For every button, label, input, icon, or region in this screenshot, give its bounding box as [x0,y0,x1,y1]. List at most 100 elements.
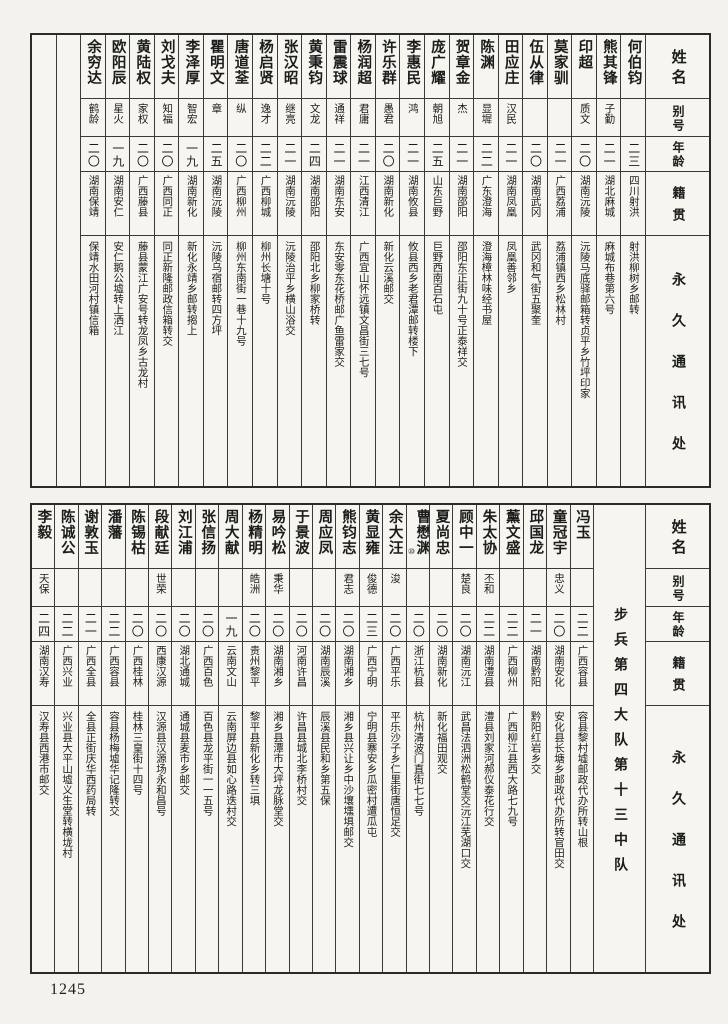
origin-cell: 湖南东安 [326,172,351,236]
person-alias: 文龙 [308,103,320,124]
age-cell: 二〇 [125,607,148,642]
name-cell: 欧阳辰 [105,35,130,99]
alias-cell [78,569,102,607]
name-cell: 伍从律 [523,35,547,99]
header-age-label: 年龄 [670,141,685,169]
header-address-label: 永久通讯处 [670,750,686,955]
origin-cell: 湖南沅陵 [203,172,228,236]
alias-cell: 皓洲 [242,569,266,607]
alias-cell: 君庸 [351,99,375,137]
address-cell: 武昌法泗洲松鹤堂交沅江芜湖口交 [453,706,475,972]
person-origin: 湖南辰溪 [318,645,330,687]
person-address: 桂林三皇街十四号 [131,711,143,795]
person-age: 二三 [364,612,379,638]
alias-cell [621,99,645,137]
person-origin: 湖南新化 [435,645,447,687]
person-age: 二一 [282,142,297,168]
person-alias: 家权 [136,103,148,124]
person-origin: 广西同正 [161,175,173,217]
person-address: 沅陵治平乡横山浴交 [284,241,295,336]
address-cell: 容县杨梅墟华记隆转交 [102,706,124,972]
age-cell: 二〇 [266,607,289,642]
alias-cell: 愚君 [375,99,400,137]
address-cell: 平乐沙子乡仁里街唐恒足交 [383,706,405,972]
person-address: 巨野西南百石屯 [431,241,443,315]
person-name: 冯玉 [574,509,591,540]
address-cell: 攸县西乡老君潭邮转楼下 [400,236,424,486]
name-cell: 余穷达 [81,35,105,99]
age-cell: 二〇 [130,137,154,172]
person-origin: 湖南东安 [333,175,345,217]
person-column: 黄秉钧 文龙 二四 湖南邵阳 邵阳北乡柳家桥转 [301,35,326,486]
person-address: 麻城布巷第六号 [603,241,615,315]
alias-cell: 君志 [336,569,359,607]
address-cell: 保靖水田河村镇信箱 [81,236,105,486]
address-cell: 澧县刘家河郝仪泰花行交 [477,706,499,972]
person-age: 二〇 [135,142,150,168]
origin-cell: 湖南澧县 [476,642,500,706]
person-column: 莫家驯 二一 广西荔浦 荔浦镇西乡松林村 [546,35,572,486]
alias-cell: 汉民 [498,99,523,137]
origin-cell: 湖南新化 [179,172,203,236]
person-address: 通城县麦市乡邮交 [178,711,190,795]
alias-cell [430,569,453,607]
origin-cell: 湖北麻城 [596,172,621,236]
address-cell: 杭州清波门直街七七号 [407,706,429,972]
person-name: 雷震球 [330,39,347,86]
alias-cell: 纵 [228,99,252,137]
origin-cell: 广西宁明 [359,642,383,706]
person-column: 刘戈夫 知福 二〇 广西同正 同正新隆邮政信箱转交 [153,35,179,486]
person-name: 余大汪 [386,509,403,556]
header-origin-cell: 籍贯 [646,172,709,236]
person-alias: 显墀 [480,103,492,124]
age-cell: 二二 [500,607,523,642]
address-cell: 巨野西南百石屯 [425,236,449,486]
person-age: 二二 [505,612,519,638]
person-column: 熊钧志 君志 二〇 湖南湘乡 湘乡县兴让乡中沙壤壎埧邮交 [335,505,359,972]
person-age: 二〇 [551,612,566,638]
age-cell: 二〇 [383,607,406,642]
person-origin: 湖南湘乡 [342,645,354,687]
header-address-cell: 永久通讯处 [646,706,709,972]
person-name: 曹懋渊 [414,509,430,556]
person-origin: 湖南黔阳 [529,645,541,687]
person-age: 二〇 [528,142,543,168]
age-cell: 二〇 [242,607,266,642]
person-origin: 湖南邵阳 [455,175,467,217]
address-cell: 兴业县大平山墟义生堂转横垅村 [55,706,77,972]
person-column: 余大汪 浚 二〇 广西平乐 平乐沙子乡仁里街唐恒足交 [382,505,406,972]
person-age: 二一 [602,142,617,168]
age-cell: 二〇 [195,607,219,642]
person-name: 童冠宇 [550,509,567,556]
person-origin: 湖南武冈 [529,175,541,217]
name-cell: 张信扬 [195,505,219,569]
person-name: 易吟松 [269,509,286,556]
person-age: 二〇 [86,142,101,168]
alias-cell: 逸才 [253,99,277,137]
address-cell: 广西柳江县西大路七九号 [500,706,522,972]
age-cell: 二〇 [154,137,179,172]
name-cell: 熊其锋 [596,35,621,99]
person-origin: 湖南凤凰 [505,175,517,217]
origin-cell: 湖南汉寿 [31,642,55,706]
person-column: 印超 质文 二〇 湖南沅陵 沅陵马底驿邮箱转贞平乡竹坪印家 [571,35,596,486]
person-alias: 纵 [234,103,246,114]
origin-cell: 广西柳州 [228,172,252,236]
person-age: 二〇 [387,612,402,638]
person-column: 朱太协 丕和 二二 湖南澧县 澧县刘家河郝仪泰花行交 [475,505,500,972]
alias-cell: 子勤 [596,99,621,137]
person-address: 澧县刘家河郝仪泰花行交 [482,711,494,827]
age-cell: 二一 [449,137,474,172]
alias-cell: 浚 [383,569,406,607]
person-address: 黎平县新化乡转三埧 [248,711,260,806]
person-age: 二五 [209,142,224,168]
roster-table-bottom: 姓名 别号 年龄 籍贯 永久通讯处 步兵第四大队第十三中队 冯玉 二二 广西容县 [30,503,711,974]
origin-cell: 广西柳州 [500,642,523,706]
person-alias: 通祥 [333,103,345,124]
address-cell: 安化县长塘乡邮政代办所转官田交 [547,706,569,972]
person-name: 黄秉钧 [306,39,323,86]
address-cell: 桂林三皇街十四号 [126,706,148,972]
person-name: 欧阳辰 [109,39,126,86]
alias-cell: 鸿 [400,99,424,137]
person-alias: 愚君 [382,103,394,124]
